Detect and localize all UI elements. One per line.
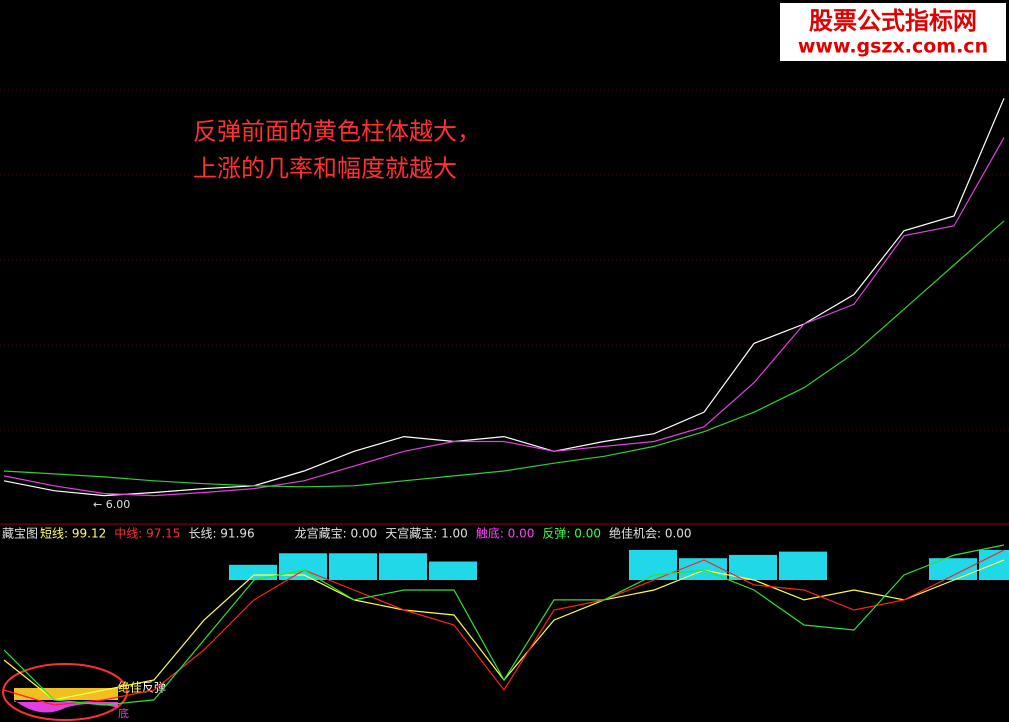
legend-entry: 短线: 99.12 <box>40 527 106 541</box>
legend-entry: 绝佳机会: 0.00 <box>609 526 692 541</box>
legend-entry: 天宫藏宝: 1.00 <box>385 526 468 541</box>
bar <box>929 558 977 580</box>
bar <box>229 564 277 580</box>
legend-entry: 中线: 97.15 <box>114 526 180 541</box>
annotation: 反弹前面的黄色柱体越大， <box>193 118 481 146</box>
watermark-title: 股票公式指标网 <box>809 7 977 35</box>
low-label: ← 6.00 <box>93 498 130 511</box>
series-line <box>3 544 1005 706</box>
annotation: 上涨的几率和幅度就越大 <box>193 155 457 183</box>
watermark-url: www.gszx.com.cn <box>798 36 988 58</box>
grid <box>0 89 1009 431</box>
bar <box>379 553 427 580</box>
legend-entry: 龙宫藏宝: 0.00 <box>295 526 378 541</box>
series-line <box>3 137 1005 497</box>
series-line <box>3 98 1005 497</box>
signal-label: 底 <box>118 706 129 720</box>
low-histogram <box>14 688 118 713</box>
legend-entry: 反弹: 0.00 <box>542 527 601 541</box>
legend-entry: 触底: 0.00 <box>476 526 535 541</box>
series-line <box>3 549 1005 706</box>
bar <box>779 551 827 580</box>
bar <box>329 553 377 580</box>
indicator-title: 藏宝图 <box>2 527 38 541</box>
watermark-box <box>780 3 1006 61</box>
highlight-ellipse <box>2 663 128 721</box>
bar <box>429 561 477 580</box>
series-line <box>3 220 1005 488</box>
legend-entry: 长线: 91.96 <box>188 527 254 541</box>
